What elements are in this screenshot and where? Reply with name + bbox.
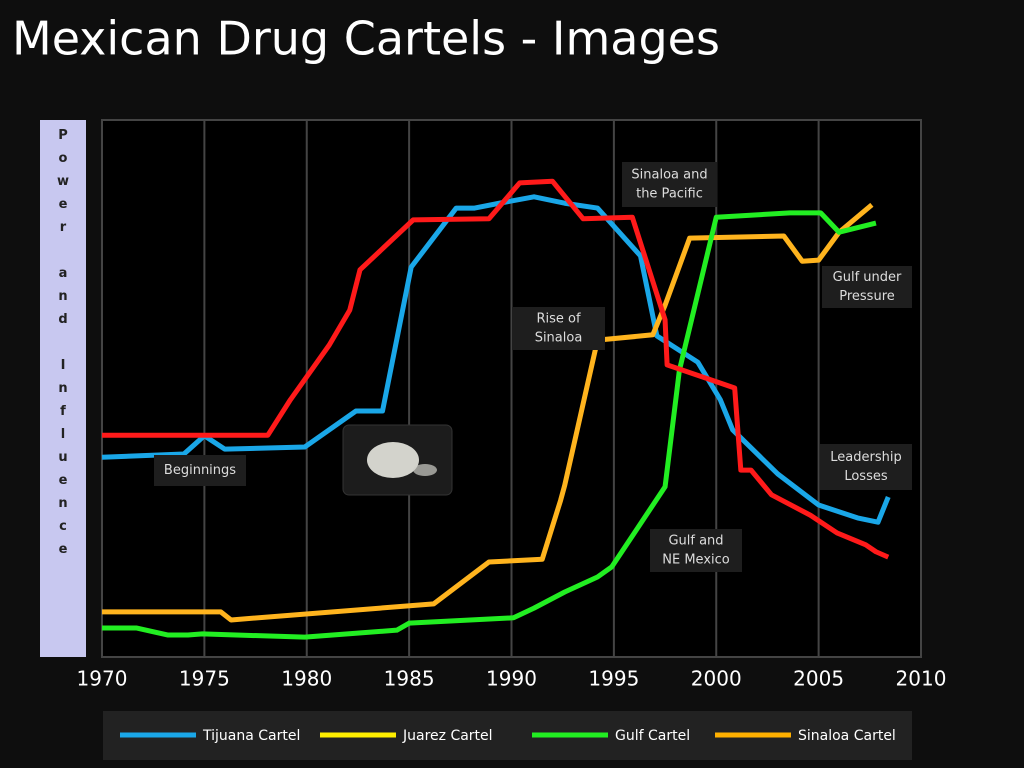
series-line [102,178,890,560]
legend-label: Tijuana Cartel [202,728,300,744]
annotation: Gulf under Pressure [822,266,912,308]
annotation: Rise of Sinaloa [512,307,605,350]
x-tick-label: 1970 [77,667,128,691]
x-tick-label: 1990 [486,667,537,691]
annotation-text: Rise of [536,312,581,327]
annotation-box [512,307,605,350]
annotation-box [820,444,912,490]
annotation: Sinaloa and the Pacific [622,162,717,207]
annotation-box [822,266,912,308]
annotation-box [650,529,742,572]
annotation: Beginnings [154,455,246,486]
annotation-text: Leadership [830,450,901,465]
x-tick-label: 2005 [793,667,844,691]
series-line [101,194,891,525]
y-axis-label: Power and Influence [40,120,86,657]
legend-label: Sinaloa Cartel [798,728,896,744]
series-line [102,210,877,640]
annotation: Gulf and NE Mexico [650,529,742,572]
annotation-text: Sinaloa [535,331,583,346]
legend-label: Gulf Cartel [615,728,690,744]
x-tick-label: 1985 [384,667,435,691]
legend-label: Juarez Cartel [402,728,493,744]
annotation-text: Sinaloa and [631,168,707,183]
annotation-text: Pressure [839,289,895,304]
annotation-text: Losses [844,469,888,484]
annotation-text: Gulf under [833,270,902,285]
x-tick-label: 1995 [588,667,639,691]
x-tick-label: 1980 [281,667,332,691]
annotation-text: NE Mexico [662,553,730,568]
annotation-text: Gulf and [668,534,723,549]
image [342,424,453,496]
annotation-box [622,162,717,207]
x-tick-label: 2010 [896,667,947,691]
chart-title: Mexican Drug Cartels - Images [12,12,720,66]
annotation-text: the Pacific [636,187,703,202]
annotation-text: Beginnings [164,463,236,478]
annotation-box [154,455,246,486]
x-tick-label: 1975 [179,667,230,691]
x-tick-label: 2000 [691,667,742,691]
annotation: Leadership Losses [820,444,912,490]
